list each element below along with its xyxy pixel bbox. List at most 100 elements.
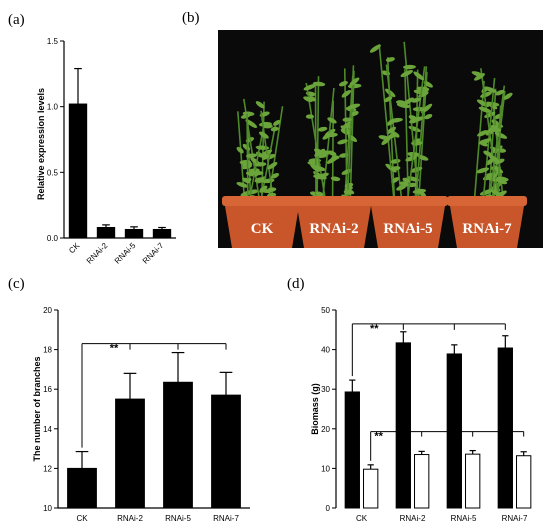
plant-leaf bbox=[488, 155, 501, 164]
plant-leaf bbox=[400, 69, 413, 78]
bar-RNAi-7 bbox=[211, 394, 241, 509]
plant-leaf bbox=[383, 96, 393, 103]
plant-leaf bbox=[471, 71, 484, 77]
y-tick-label: 40 bbox=[321, 346, 330, 355]
y-tick-label: 16 bbox=[43, 385, 52, 394]
plant-leaf bbox=[330, 176, 341, 182]
bar-CK-s2 bbox=[363, 468, 379, 509]
plant-leaf bbox=[270, 172, 280, 179]
plant-leaf bbox=[390, 166, 401, 171]
plant-leaf bbox=[303, 83, 317, 91]
pot bbox=[449, 200, 525, 248]
y-tick-label: 10 bbox=[321, 464, 330, 473]
pot bbox=[370, 200, 446, 248]
plant-leaf bbox=[343, 189, 352, 195]
plant-leaf bbox=[250, 170, 264, 176]
plant-leaf bbox=[267, 162, 278, 170]
plant-leaf bbox=[346, 103, 361, 110]
plant-stem bbox=[321, 87, 335, 206]
plant-leaf bbox=[395, 100, 407, 105]
bar-RNAi-2 bbox=[96, 226, 116, 239]
plant-leaf bbox=[322, 132, 333, 140]
plant-stem bbox=[237, 111, 246, 206]
bar-CK-s1 bbox=[344, 391, 360, 509]
plant-leaf bbox=[386, 126, 396, 134]
y-tick-label: 14 bbox=[43, 425, 52, 434]
plant-leaf bbox=[315, 191, 324, 197]
plant-leaf bbox=[389, 117, 403, 123]
x-tick-label: CK bbox=[76, 514, 88, 523]
bar-RNAi-7-s1 bbox=[497, 347, 513, 509]
plant-leaf bbox=[266, 187, 277, 192]
plant-leaf bbox=[492, 165, 504, 174]
plant-leaf bbox=[317, 126, 328, 132]
plant-leaf bbox=[378, 135, 390, 141]
plant-stem bbox=[480, 68, 501, 206]
x-tick-label: RNAi-5 bbox=[451, 514, 477, 523]
plant-leaf bbox=[403, 97, 414, 105]
plant-leaf bbox=[242, 177, 251, 184]
plant-leaf bbox=[331, 155, 340, 160]
plant-leaf bbox=[236, 181, 249, 188]
plant-leaf bbox=[412, 188, 427, 194]
y-axis-label-a: Relative expression levels bbox=[36, 88, 46, 200]
plant-leaf bbox=[484, 86, 497, 93]
pot-rim bbox=[222, 196, 302, 206]
plant-leaf bbox=[424, 113, 433, 120]
plant-leaf bbox=[479, 189, 493, 196]
x-tick-label: RNAi-7 bbox=[213, 514, 239, 523]
panel-label-b: (b) bbox=[182, 10, 200, 26]
bar-CK bbox=[67, 467, 97, 509]
plant-leaf bbox=[262, 153, 270, 160]
plant-leaf bbox=[262, 178, 275, 184]
plant-leaf bbox=[503, 92, 513, 100]
plant-leaf bbox=[411, 97, 422, 103]
plant-leaf bbox=[254, 177, 263, 183]
y-tick-label: 1.5 bbox=[47, 37, 59, 46]
plant-stem bbox=[346, 65, 355, 206]
plant-leaf bbox=[242, 143, 251, 151]
plant-leaf bbox=[402, 177, 411, 183]
plant-leaf bbox=[423, 81, 433, 88]
plant-stem bbox=[343, 68, 348, 206]
plant-stem bbox=[378, 44, 396, 206]
plant-leaf bbox=[342, 121, 353, 129]
plant-leaf bbox=[350, 110, 359, 116]
y-tick-label: 12 bbox=[43, 464, 52, 473]
pot-rim bbox=[294, 196, 374, 206]
plant-stem bbox=[497, 105, 502, 206]
bar-RNAi-7-s2 bbox=[516, 455, 532, 509]
plant-leaf bbox=[349, 77, 360, 86]
plant-stem bbox=[487, 85, 506, 206]
pot-rim bbox=[368, 196, 448, 206]
plant-leaf bbox=[342, 117, 352, 122]
plant-leaf bbox=[316, 172, 329, 180]
plant-leaf bbox=[413, 71, 425, 81]
panel-label-d: (d) bbox=[287, 276, 305, 292]
plant-leaf bbox=[245, 153, 258, 158]
plant-leaf bbox=[259, 187, 269, 194]
plant-leaf bbox=[477, 130, 488, 137]
plant-leaf bbox=[270, 126, 279, 132]
y-axis-label-d: Biomass (g) bbox=[310, 383, 320, 435]
bar-RNAi-5-s1 bbox=[446, 353, 462, 509]
y-tick-label: 20 bbox=[43, 306, 52, 315]
x-tick-label: CK bbox=[356, 514, 368, 523]
plant-leaf bbox=[305, 114, 315, 119]
y-tick-label: 50 bbox=[321, 306, 330, 315]
bar-RNAi-2-s1 bbox=[395, 342, 411, 509]
y-tick-label: 0.5 bbox=[47, 168, 59, 177]
y-tick-label: 10 bbox=[43, 504, 52, 513]
x-tick-label: RNAi-2 bbox=[117, 514, 143, 523]
plant-leaf bbox=[341, 90, 352, 98]
y-tick-label: 0 bbox=[326, 504, 331, 513]
y-tick-label: 20 bbox=[321, 425, 330, 434]
plant-leaf bbox=[479, 140, 488, 147]
plant-leaf bbox=[413, 116, 424, 122]
plant-leaf bbox=[495, 178, 508, 185]
bar-CK bbox=[68, 103, 88, 239]
plant-leaf bbox=[344, 182, 354, 188]
